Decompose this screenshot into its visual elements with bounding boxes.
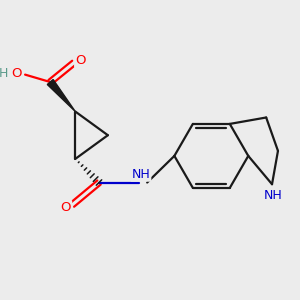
Text: NH: NH <box>132 168 150 181</box>
Text: H: H <box>0 67 8 80</box>
Text: O: O <box>12 67 22 80</box>
Polygon shape <box>47 80 75 112</box>
Text: O: O <box>61 201 71 214</box>
Text: O: O <box>75 54 86 67</box>
Text: NH: NH <box>264 189 283 202</box>
